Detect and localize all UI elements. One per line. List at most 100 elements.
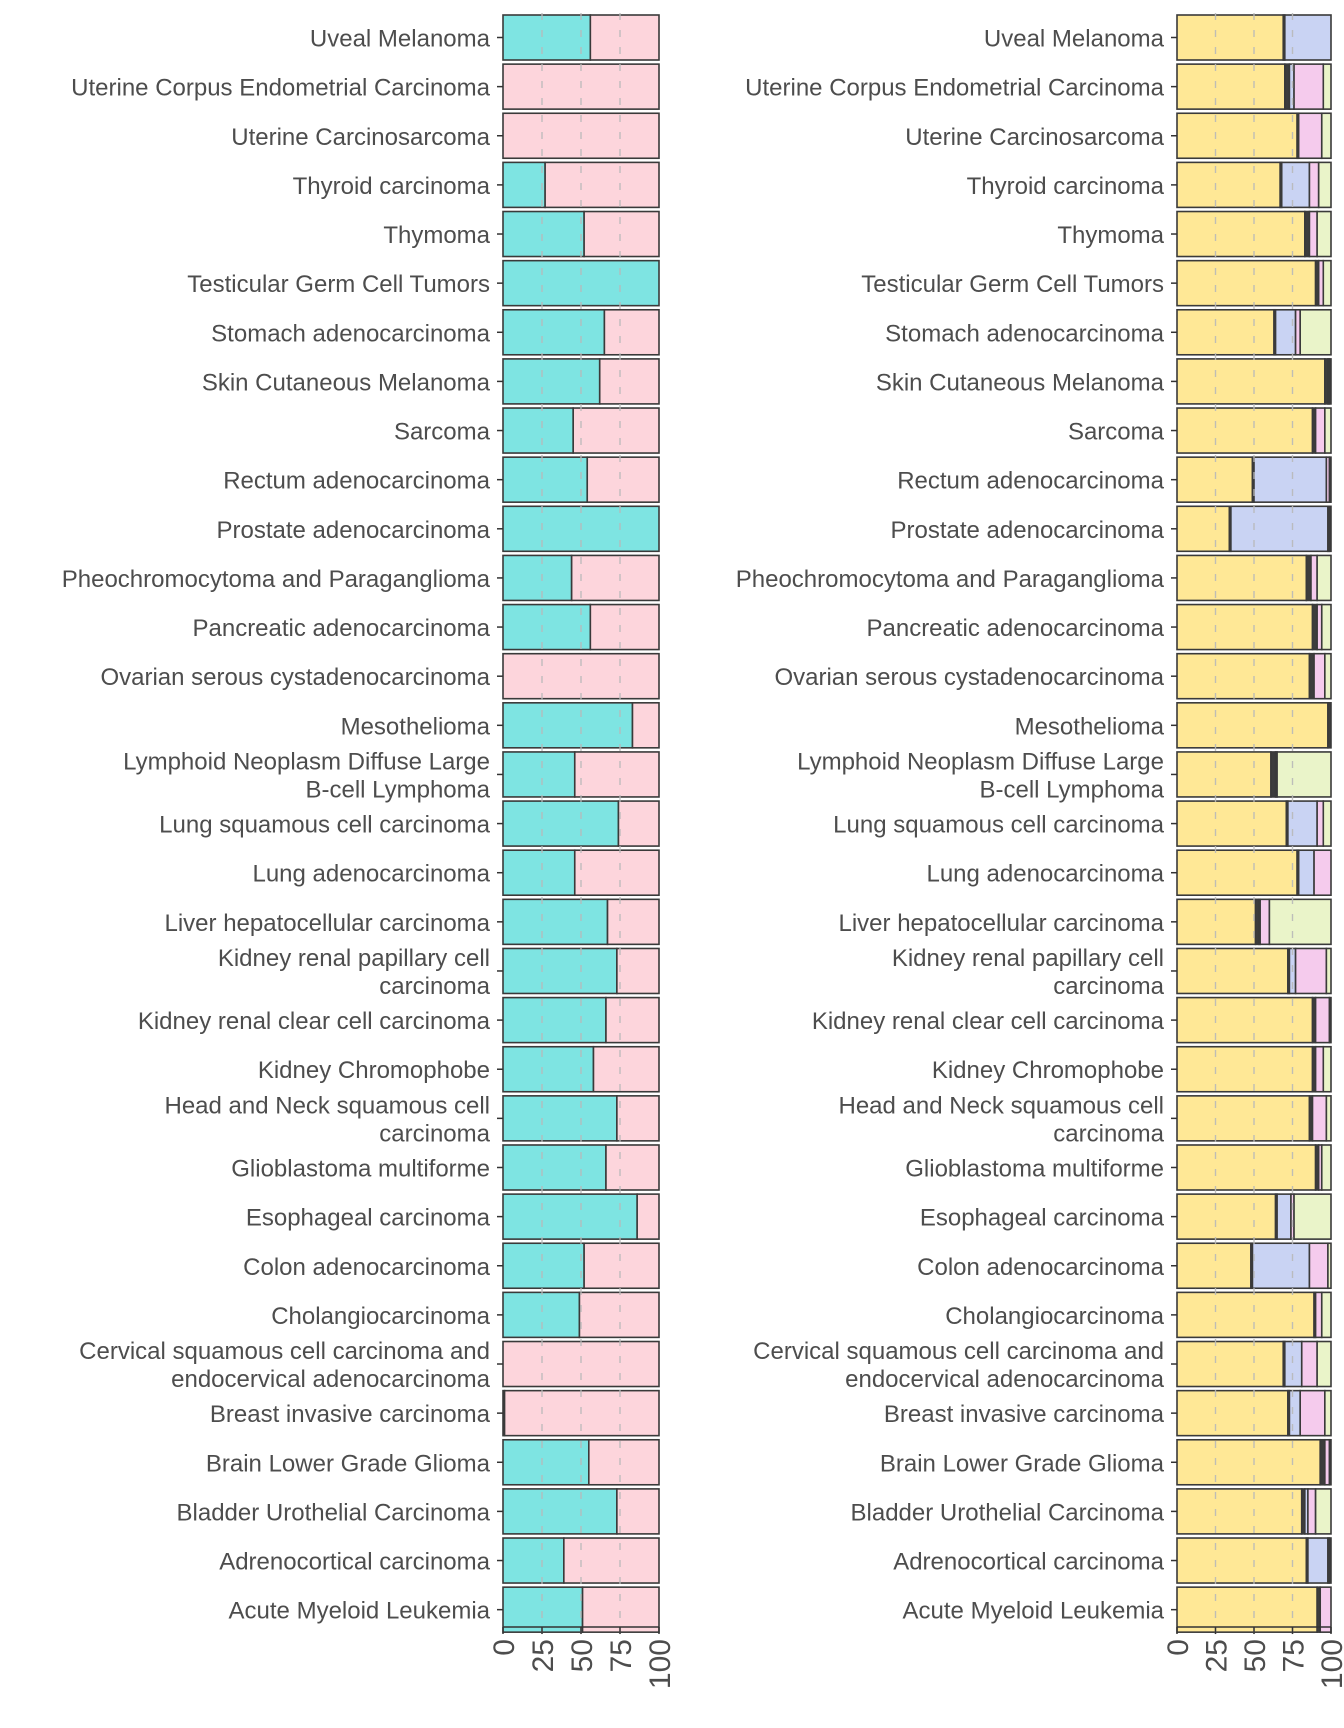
bar-segment xyxy=(1176,800,1288,847)
bar-segment xyxy=(1288,1389,1302,1437)
bar-segment xyxy=(583,210,660,258)
bar-segment xyxy=(572,407,660,454)
category-label: Uterine Corpus Endometrial Carcinoma xyxy=(71,75,490,102)
category-label: Bladder Urothelial Carcinoma xyxy=(851,1499,1165,1526)
bar-segment xyxy=(1322,259,1332,307)
bar-segment xyxy=(1316,800,1325,847)
bar-segment xyxy=(583,1242,660,1290)
bar-segment xyxy=(1230,505,1329,553)
bar-segment xyxy=(1314,407,1326,454)
bar-segment xyxy=(578,1291,660,1339)
category-label: Breast invasive carcinoma xyxy=(210,1401,491,1428)
bar-segment xyxy=(563,1537,660,1584)
category-label: Head and Neck squamous cell carcinoma xyxy=(164,1092,490,1147)
bar-segment xyxy=(1328,358,1332,405)
category-label: Uterine Carcinosarcoma xyxy=(905,124,1164,151)
bar-segment xyxy=(1280,161,1311,209)
category-label: Colon adenocarcinoma xyxy=(243,1254,490,1281)
bar-segment xyxy=(1324,1389,1332,1437)
category-label: Lung adenocarcinoma xyxy=(252,861,490,888)
category-label: Mesothelioma xyxy=(341,713,491,740)
bar-segment xyxy=(1317,161,1332,209)
bar-segment xyxy=(1328,1537,1332,1584)
category-label: Rectum adenocarcinoma xyxy=(897,468,1164,495)
category-label: Kidney renal clear cell carcinoma xyxy=(138,1008,491,1035)
category-label: Pheochromocytoma and Paraganglioma xyxy=(62,566,491,593)
bar-segment xyxy=(1176,308,1275,356)
bar-segment xyxy=(1322,63,1332,110)
bar-segment xyxy=(502,1291,581,1339)
bar-segment xyxy=(502,1045,595,1093)
bar-segment xyxy=(606,898,660,946)
bar-segment xyxy=(1308,161,1320,209)
bar-segment xyxy=(502,554,573,602)
bar-segment xyxy=(1176,1488,1303,1535)
bar-segment xyxy=(1325,1095,1332,1142)
bar-segment xyxy=(581,1586,660,1633)
category-label-line: Kidney renal papillary cell xyxy=(892,945,1164,972)
category-label: Kidney renal papillary cell carcinoma xyxy=(892,945,1165,1000)
bar-segment xyxy=(502,947,618,995)
category-label: Kidney Chromophobe xyxy=(932,1057,1164,1084)
bar-segment xyxy=(1319,1586,1332,1633)
category-label: Lung squamous cell carcinoma xyxy=(159,812,490,839)
bar-segment xyxy=(1316,210,1332,258)
category-label: Testicular Germ Cell Tumors xyxy=(187,271,490,298)
bar-segment xyxy=(502,161,546,209)
category-label: Brain Lower Grade Glioma xyxy=(206,1450,491,1477)
category-label-line: B-cell Lymphoma xyxy=(979,776,1164,803)
bar-segment xyxy=(1294,947,1328,995)
bar-segment xyxy=(1176,702,1329,749)
category-label: Rectum adenocarcinoma xyxy=(223,468,490,495)
category-label: Uterine Carcinosarcoma xyxy=(231,124,490,151)
category-label: Kidney renal papillary cell carcinoma xyxy=(218,945,491,1000)
bar-segment xyxy=(1176,947,1289,995)
bar-segment xyxy=(502,800,620,847)
category-label: Esophageal carcinoma xyxy=(246,1205,491,1232)
bar-segment xyxy=(544,161,660,209)
bar-segment xyxy=(586,456,660,503)
category-label: Testicular Germ Cell Tumors xyxy=(861,271,1164,298)
bar-segment xyxy=(1320,603,1332,651)
category-label-line: endocervical adenocarcinoma xyxy=(845,1366,1165,1393)
category-label: Ovarian serous cystadenocarcinoma xyxy=(774,664,1164,691)
category-label-line: B-cell Lymphoma xyxy=(305,776,490,803)
category-label: Adrenocortical carcinoma xyxy=(219,1549,490,1576)
category-label: Skin Cutaneous Melanoma xyxy=(876,369,1165,396)
category-label-line: Head and Neck squamous cell xyxy=(838,1092,1164,1119)
bar-segment xyxy=(502,1537,565,1584)
bar-segment xyxy=(1293,63,1325,110)
category-label: Sarcoma xyxy=(394,419,491,446)
bar-segment xyxy=(1299,308,1332,356)
category-label-line: Lymphoid Neoplasm Diffuse Large xyxy=(797,748,1164,775)
bar-segment xyxy=(502,1095,618,1142)
bar-segment xyxy=(1307,1488,1317,1535)
bar-segment xyxy=(1314,1488,1332,1535)
category-label-line: Kidney renal papillary cell xyxy=(218,945,490,972)
bar-segment xyxy=(502,849,576,897)
category-label: Thymoma xyxy=(1057,222,1164,249)
x-tick-label: 100 xyxy=(644,1639,677,1689)
category-label: Glioblastoma multiforme xyxy=(231,1155,490,1182)
category-label: Thyroid carcinoma xyxy=(293,173,491,200)
category-label: Prostate adenocarcinoma xyxy=(891,517,1165,544)
bar-segment xyxy=(1276,1193,1292,1240)
bar-segment xyxy=(1276,751,1332,798)
category-label: Esophageal carcinoma xyxy=(920,1205,1165,1232)
bar-segment xyxy=(631,702,660,749)
bar-segment xyxy=(1327,702,1332,749)
bar-segment xyxy=(1325,947,1332,995)
bar-segment xyxy=(570,554,660,602)
bar-segment xyxy=(1284,14,1332,61)
category-label: Brain Lower Grade Glioma xyxy=(880,1450,1165,1477)
bar-segment xyxy=(502,308,606,356)
category-label: Cholangiocarcinoma xyxy=(271,1303,490,1330)
bar-segment xyxy=(1320,112,1332,160)
category-label: Prostate adenocarcinoma xyxy=(217,517,491,544)
bar-segment xyxy=(502,751,576,798)
x-tick-label: 50 xyxy=(566,1639,599,1672)
bar-segment xyxy=(1253,456,1328,503)
category-label: Colon adenocarcinoma xyxy=(917,1254,1164,1281)
bar-segment xyxy=(1176,1537,1308,1584)
